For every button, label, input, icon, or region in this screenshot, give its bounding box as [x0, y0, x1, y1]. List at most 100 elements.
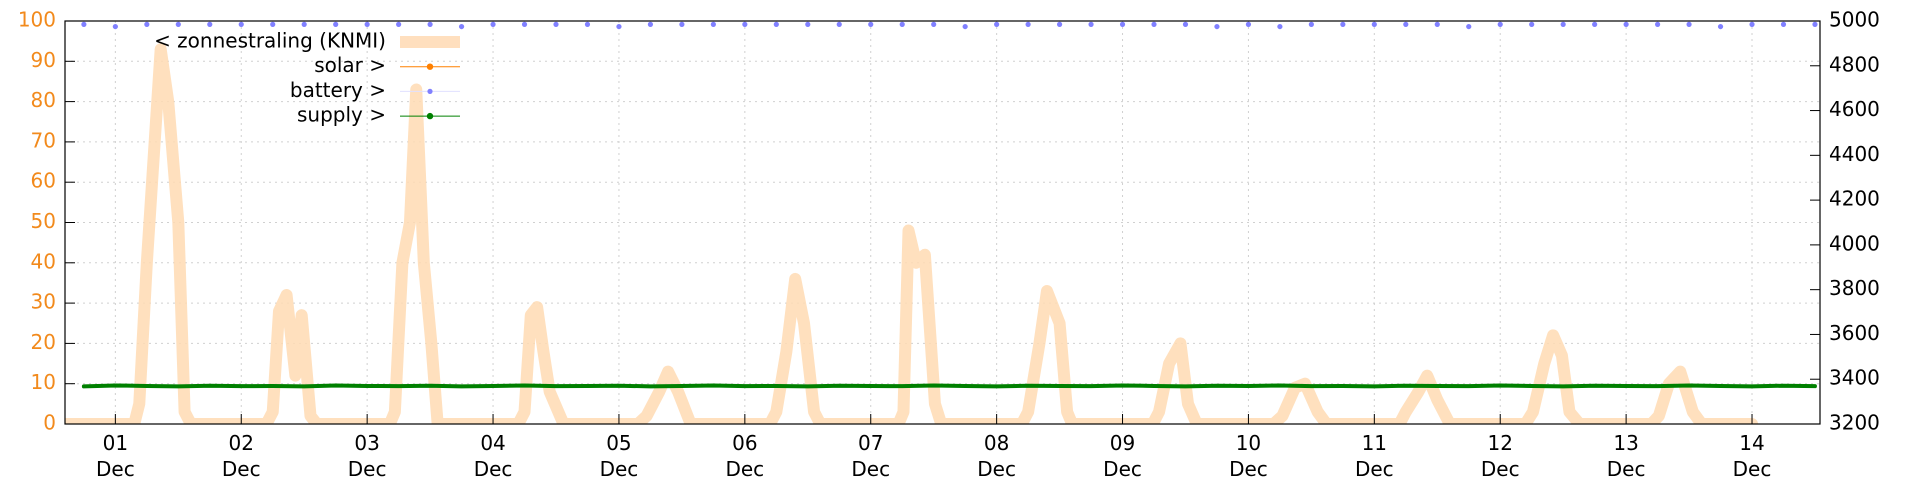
series-point — [207, 21, 213, 27]
series-point — [144, 21, 150, 27]
series-point — [742, 21, 748, 27]
x-tick-label: 09 Dec — [1103, 431, 1142, 480]
x-tick-label: 13 Dec — [1606, 431, 1646, 480]
series-point — [396, 21, 402, 27]
x-tick-label: 03 Dec — [347, 431, 387, 480]
legend-label: solar > — [314, 53, 386, 77]
x-tick-label: 05 Dec — [599, 431, 639, 480]
y-tick-label: 90 — [31, 48, 56, 72]
x-tick-label: 08 Dec — [977, 431, 1016, 480]
series-point — [1088, 21, 1094, 27]
series-point — [962, 23, 968, 30]
y2-tick-label: 3400 — [1829, 366, 1880, 390]
legend-marker — [426, 63, 434, 70]
x-tick-label: 07 Dec — [851, 431, 891, 480]
series-point — [805, 21, 811, 27]
series-point — [1214, 23, 1220, 30]
y-tick-label: 20 — [31, 330, 56, 354]
x-tick-label: 02 Dec — [221, 431, 261, 480]
series-point — [1592, 21, 1598, 27]
series-point — [1812, 21, 1818, 27]
series-point — [1466, 23, 1472, 30]
y-tick-label: 10 — [31, 370, 56, 394]
series-point — [1151, 21, 1157, 27]
x-tick-label: 10 Dec — [1229, 431, 1268, 480]
y-tick-label: 0 — [43, 411, 56, 435]
y-tick-label: 80 — [31, 88, 56, 112]
series-point — [1340, 21, 1346, 27]
legend: < zonnestraling (KNMI)solar >battery >su… — [154, 29, 460, 127]
series-line — [65, 43, 1759, 424]
y-tick-label: 70 — [31, 128, 56, 152]
y2-tick-label: 4200 — [1829, 187, 1880, 211]
y-tick-label: 60 — [31, 169, 56, 193]
series-point — [1277, 23, 1283, 30]
series-point — [1560, 21, 1566, 27]
legend-label: battery > — [290, 78, 386, 102]
series-point — [647, 21, 654, 27]
x-tick-label: 01 Dec — [95, 431, 135, 480]
series-point — [836, 21, 842, 27]
y2-tick-label: 4800 — [1829, 52, 1880, 76]
series-point — [1749, 21, 1755, 27]
series-point — [1119, 21, 1126, 27]
series-point — [1654, 21, 1661, 27]
legend-label: supply > — [297, 103, 386, 127]
series-point — [679, 21, 685, 27]
series-point — [994, 21, 1000, 27]
series-point — [1780, 21, 1787, 27]
y-tick-label: 30 — [31, 290, 56, 314]
series-point — [773, 21, 779, 27]
legend-label: < zonnestraling (KNMI) — [154, 29, 386, 53]
y2-tick-label: 5000 — [1829, 8, 1880, 32]
series-point — [710, 21, 716, 27]
series-point — [238, 21, 244, 27]
series-point — [270, 21, 276, 27]
series-point — [1245, 21, 1252, 27]
series-point — [1308, 21, 1314, 27]
series-point — [1529, 21, 1535, 27]
series-point — [584, 21, 591, 27]
series-point — [1025, 21, 1031, 27]
series-point — [1434, 21, 1440, 27]
y-tick-label: 50 — [31, 209, 56, 233]
series-point — [899, 21, 905, 27]
y2-tick-label: 3200 — [1829, 411, 1880, 435]
series-point — [1686, 21, 1692, 27]
series-point — [175, 21, 181, 27]
legend-marker — [427, 88, 433, 94]
series-point — [81, 21, 87, 27]
series-point — [427, 21, 433, 27]
y2-tick-label: 3800 — [1829, 276, 1880, 300]
series-point — [333, 21, 339, 27]
series-point — [1371, 21, 1377, 27]
y-tick-label: 100 — [18, 8, 56, 32]
series-point — [616, 23, 622, 30]
series-point — [112, 23, 118, 30]
series-point — [301, 21, 307, 27]
y2-tick-label: 3600 — [1829, 321, 1880, 345]
series-point — [364, 21, 370, 27]
series-point — [490, 21, 496, 27]
series-point — [868, 21, 874, 27]
series-point — [931, 21, 937, 27]
x-tick-label: 06 Dec — [725, 431, 765, 480]
series-point — [1056, 21, 1063, 27]
y2-tick-label: 4000 — [1829, 231, 1880, 255]
x-tick-label: 14 Dec — [1732, 431, 1772, 480]
y2-tick-label: 4600 — [1829, 97, 1880, 121]
axes: 0 10 20 30 40 50 60 70 80 90 100 3200 3400 3600 3800 40… — [18, 8, 1880, 435]
series-point — [521, 21, 528, 27]
grid — [65, 20, 1820, 425]
plot-area — [65, 21, 1818, 424]
series-point — [458, 23, 465, 30]
series-point — [1717, 23, 1724, 30]
series-point — [1182, 21, 1189, 27]
series-line — [81, 383, 1817, 389]
x-tick-label: 11 Dec — [1354, 431, 1394, 480]
legend-marker — [426, 112, 434, 120]
x-tick-label: 12 Dec — [1480, 431, 1520, 480]
y2-tick-label: 4400 — [1829, 142, 1880, 166]
